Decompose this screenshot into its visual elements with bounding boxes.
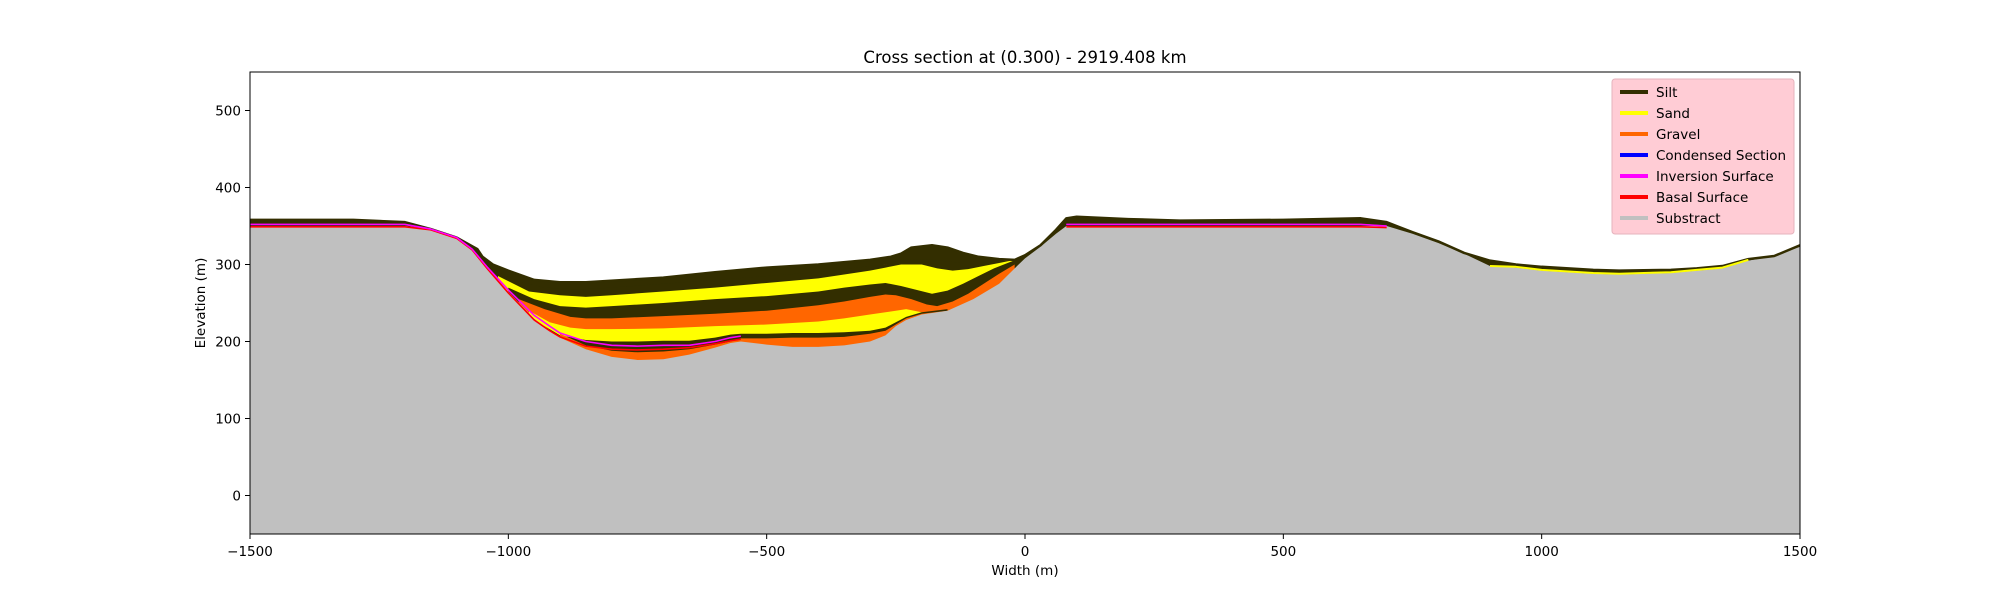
y-tick-label: 200 — [215, 335, 241, 351]
y-tick-label: 100 — [215, 412, 241, 428]
y-axis-ticks: 0 100 200 300 400 500 — [215, 104, 250, 505]
sand-right-thin-line — [1489, 258, 1749, 275]
rim-band-right — [1066, 223, 1387, 227]
x-axis-ticks: −1500 −1000 −500 0 500 1000 1500 — [227, 534, 1817, 560]
legend-label: Sand — [1656, 106, 1690, 122]
silt-top-outline — [250, 215, 1800, 284]
legend-label: Substract — [1656, 211, 1721, 227]
chart-title: Cross section at (0.300) - 2919.408 km — [863, 48, 1186, 67]
legend-label: Condensed Section — [1656, 148, 1786, 164]
y-axis-label: Elevation (m) — [193, 258, 209, 349]
y-tick-label: 400 — [215, 181, 241, 197]
x-tick-label: 500 — [1270, 544, 1296, 560]
y-tick-label: 500 — [215, 104, 241, 120]
basal-surface-right — [1066, 225, 1387, 229]
x-tick-label: −500 — [748, 544, 785, 560]
legend-label: Gravel — [1656, 127, 1700, 143]
legend-label: Silt — [1656, 85, 1677, 101]
x-tick-label: 1000 — [1524, 544, 1558, 560]
x-tick-label: −1000 — [485, 544, 531, 560]
legend: Silt Sand Gravel Condensed Section Inversion… — [1611, 78, 1795, 235]
cross-section-layers — [250, 215, 1800, 534]
legend-box — [1611, 78, 1795, 235]
y-tick-label: 300 — [215, 258, 241, 274]
x-tick-label: 0 — [1021, 544, 1030, 560]
substract-area — [250, 226, 1800, 534]
x-tick-label: −1500 — [227, 544, 273, 560]
rim-band-left — [250, 223, 431, 230]
legend-label: Inversion Surface — [1656, 169, 1774, 185]
x-axis-label: Width (m) — [991, 563, 1058, 579]
legend-label: Basal Surface — [1656, 190, 1748, 206]
y-tick-label: 0 — [232, 489, 241, 505]
x-tick-label: 1500 — [1783, 544, 1817, 560]
